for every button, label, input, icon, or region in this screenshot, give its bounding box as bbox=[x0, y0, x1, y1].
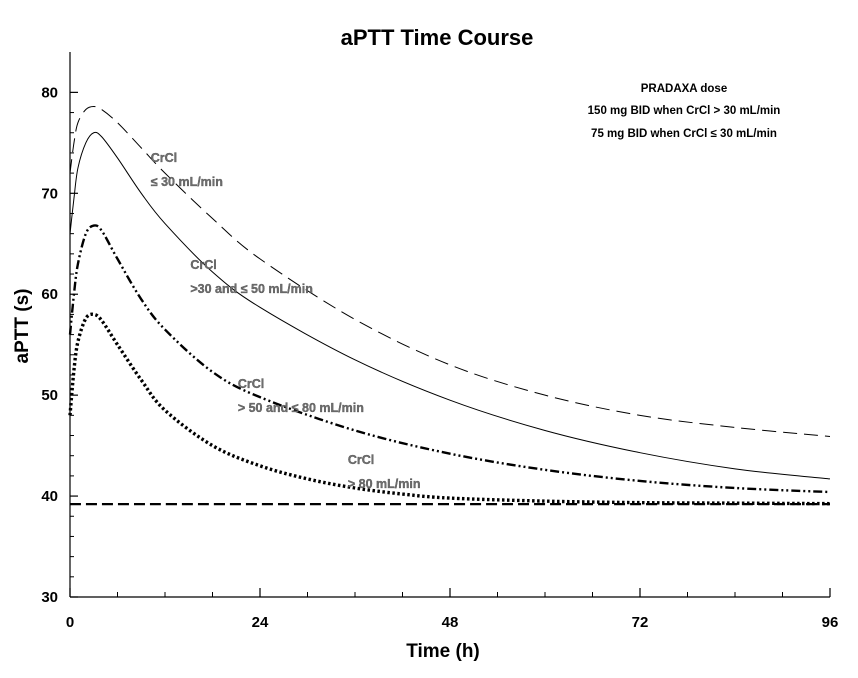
legend-title: PRADAXA dose bbox=[641, 83, 727, 95]
major-ticks: 0 24 48 72 96 30 40 50 60 70 80 bbox=[41, 84, 838, 631]
y-tick-label: 40 bbox=[41, 488, 58, 505]
chart-title: aPTT Time Course bbox=[341, 25, 534, 50]
series-annotation: CrCl bbox=[348, 453, 374, 467]
x-tick-label: 24 bbox=[252, 614, 269, 631]
x-tick-label: 96 bbox=[822, 614, 839, 631]
series-annotation: > 50 and ≤ 80 mL/min bbox=[238, 401, 364, 415]
series-annotation: CrCl bbox=[238, 377, 264, 391]
series-annotation: CrCl bbox=[190, 258, 216, 272]
y-tick-label: 60 bbox=[41, 286, 58, 303]
x-axis-label: Time (h) bbox=[406, 641, 480, 662]
series-line bbox=[68, 224, 831, 494]
series-line bbox=[69, 131, 831, 480]
series-annotation: >30 and ≤ 50 mL/min bbox=[190, 282, 313, 296]
series-line bbox=[69, 105, 831, 438]
series-group bbox=[68, 105, 831, 506]
series-annotation: ≤ 30 mL/min bbox=[151, 175, 223, 189]
series-annotation: CrCl bbox=[151, 151, 177, 165]
legend: PRADAXA dose 150 mg BID when CrCl > 30 m… bbox=[588, 83, 781, 140]
y-tick-label: 80 bbox=[41, 84, 58, 101]
y-axis-label: aPTT (s) bbox=[12, 289, 33, 364]
legend-entry: 150 mg BID when CrCl > 30 mL/min bbox=[588, 105, 781, 117]
y-tick-label: 50 bbox=[41, 387, 58, 404]
x-tick-label: 48 bbox=[442, 614, 459, 631]
legend-entry: 75 mg BID when CrCl ≤ 30 mL/min bbox=[591, 128, 777, 140]
y-tick-label: 30 bbox=[41, 589, 58, 606]
x-tick-label: 72 bbox=[632, 614, 649, 631]
series-line bbox=[68, 312, 831, 506]
y-tick-label: 70 bbox=[41, 185, 58, 202]
series-annotation: > 80 mL/min bbox=[348, 477, 421, 491]
x-tick-label: 0 bbox=[66, 614, 74, 631]
series-annotations: CrCl ≤ 30 mL/min CrCl >30 and ≤ 50 mL/min Cr… bbox=[151, 151, 421, 491]
